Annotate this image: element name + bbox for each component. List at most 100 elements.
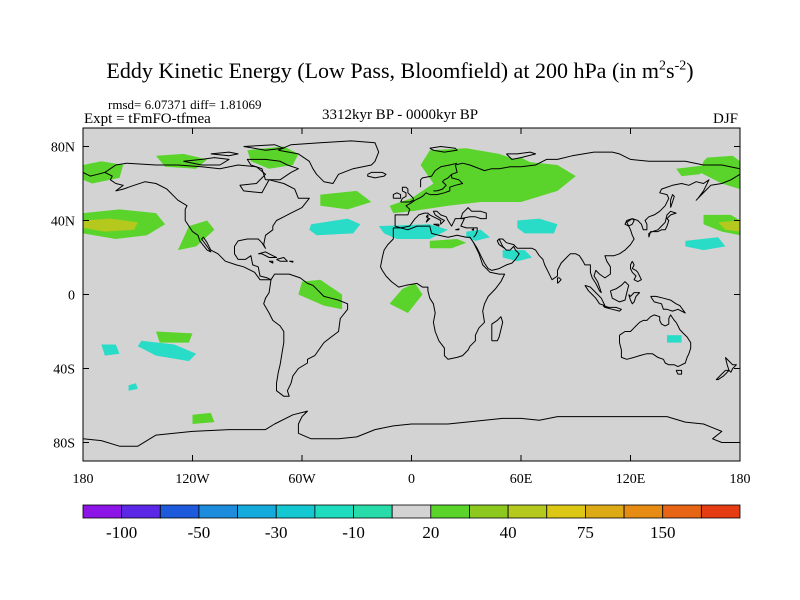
coastline-19 [602, 305, 622, 312]
colorbar-label-2: -30 [265, 523, 288, 542]
stats-text: rmsd= 6.07371 diff= 1.81069 [108, 97, 262, 112]
coastline-44 [670, 194, 675, 208]
x-tick-label-0: 180 [73, 472, 94, 487]
colorbar-swatch-16 [700, 504, 741, 519]
coastline-39 [425, 218, 431, 223]
colorbar-swatch-6 [314, 504, 354, 519]
title-sup-2: -2 [674, 58, 687, 74]
colorbar-swatch-7 [353, 504, 393, 519]
x-tick-label-3: 0 [408, 472, 415, 487]
coastline-14 [392, 192, 402, 199]
anomaly-region-11 [676, 165, 708, 177]
anomaly-region-6 [320, 190, 372, 210]
x-tick-label-6: 180 [730, 472, 751, 487]
anomaly-region-25 [685, 237, 726, 251]
coastline-21 [628, 292, 641, 305]
colorbar-swatch-13 [585, 504, 625, 519]
coastline-28 [83, 410, 740, 447]
title-main: Eddy Kinetic Energy (Low Pass, Bloomfiel… [106, 58, 659, 83]
coastline-13 [400, 186, 414, 203]
colorbar-swatch-11 [507, 504, 548, 519]
coastline-10 [473, 173, 740, 294]
coastline-35 [258, 251, 277, 258]
anomaly-region-21 [466, 229, 490, 241]
colorbar-swatch-3 [198, 504, 238, 519]
coastline-2 [278, 140, 380, 184]
anomaly-region-24 [128, 383, 138, 391]
coastline-26 [724, 357, 737, 373]
anomaly-region-10 [499, 157, 536, 173]
period-label: 3312kyr BP - 0000kyr BP [321, 107, 479, 123]
experiment-label: Expt = tFmFO-tfmea [84, 111, 211, 127]
colorbar-swatch-12 [546, 504, 586, 519]
coastline-29 [246, 158, 299, 181]
colorbar-swatch-8 [391, 504, 432, 519]
colorbar-label-6: 75 [577, 523, 594, 542]
title-mid: s [666, 58, 675, 83]
y-tick-label-4: 80S [53, 437, 75, 452]
title-end: ) [686, 58, 694, 83]
coastline-16 [491, 316, 504, 342]
y-tick-label-2: 0 [68, 289, 75, 304]
coastline-32 [243, 144, 285, 151]
coastline-42 [455, 228, 460, 231]
axis-ticks: 180 120W 60W 0 60E 120E 180 80N 40N 0 40S 80S [51, 128, 751, 487]
coastline-23 [650, 295, 686, 314]
y-tick-label-3: 40S [53, 363, 75, 378]
x-tick-label-1: 120W [175, 472, 210, 487]
coastline-20 [609, 281, 630, 303]
coastline-43 [471, 228, 475, 231]
colorbar-swatch-2 [159, 504, 200, 519]
anomaly-region-2 [83, 218, 138, 232]
anomaly-region-23 [137, 340, 197, 362]
coastline-34 [429, 146, 458, 153]
coastline-12 [648, 210, 677, 238]
x-tick-label-2: 60W [288, 472, 316, 487]
season-label: DJF [712, 111, 738, 127]
coastline-36 [276, 257, 288, 262]
coastline-3 [380, 225, 506, 360]
anomaly-region-5 [177, 220, 215, 251]
anomaly-region-17 [429, 239, 467, 249]
coastline-5 [83, 171, 106, 177]
colorbar-swatch-0 [82, 504, 123, 519]
anomaly-region-27 [667, 335, 682, 343]
coastline-8 [394, 210, 478, 238]
anomaly-region-18 [309, 218, 361, 236]
x-tick-label-4: 60E [510, 472, 533, 487]
title-sup-1: 2 [659, 58, 666, 74]
colorbar-swatch-4 [237, 504, 277, 519]
coastline-27 [715, 369, 730, 381]
colorbar-label-7: 150 [650, 523, 676, 542]
anomaly-region-20 [517, 218, 558, 234]
anomaly-region-9 [389, 283, 423, 313]
anomaly-region-15 [192, 412, 215, 424]
coastline-30 [183, 157, 230, 166]
coastline-24 [619, 314, 692, 368]
y-tick-label-1: 40N [51, 215, 75, 230]
anomaly-region-22 [502, 250, 532, 262]
colorbar-label-1: -50 [188, 523, 211, 542]
coastline-11 [496, 238, 505, 249]
coastline-9 [460, 207, 487, 220]
coastline-38 [289, 260, 294, 263]
coastline-31 [210, 151, 239, 157]
colorbar-swatch-10 [469, 504, 509, 519]
coastline-7 [433, 173, 452, 192]
coastline-40 [425, 214, 429, 219]
coastline-22 [630, 260, 642, 283]
coastline-15 [367, 171, 387, 179]
coastline-37 [268, 260, 274, 264]
anomaly-fills [83, 146, 740, 424]
colorbar-label-4: 20 [422, 523, 439, 542]
anomaly-region-12 [699, 155, 740, 190]
anomaly-region-26 [101, 344, 120, 356]
coastline-4 [394, 151, 740, 227]
coastline-1 [263, 273, 349, 397]
coastline-6 [420, 162, 458, 188]
coastline-0 [104, 162, 310, 281]
colorbar-swatch-15 [662, 504, 702, 519]
coastline-25 [675, 369, 683, 375]
anomaly-region-16 [156, 331, 193, 343]
